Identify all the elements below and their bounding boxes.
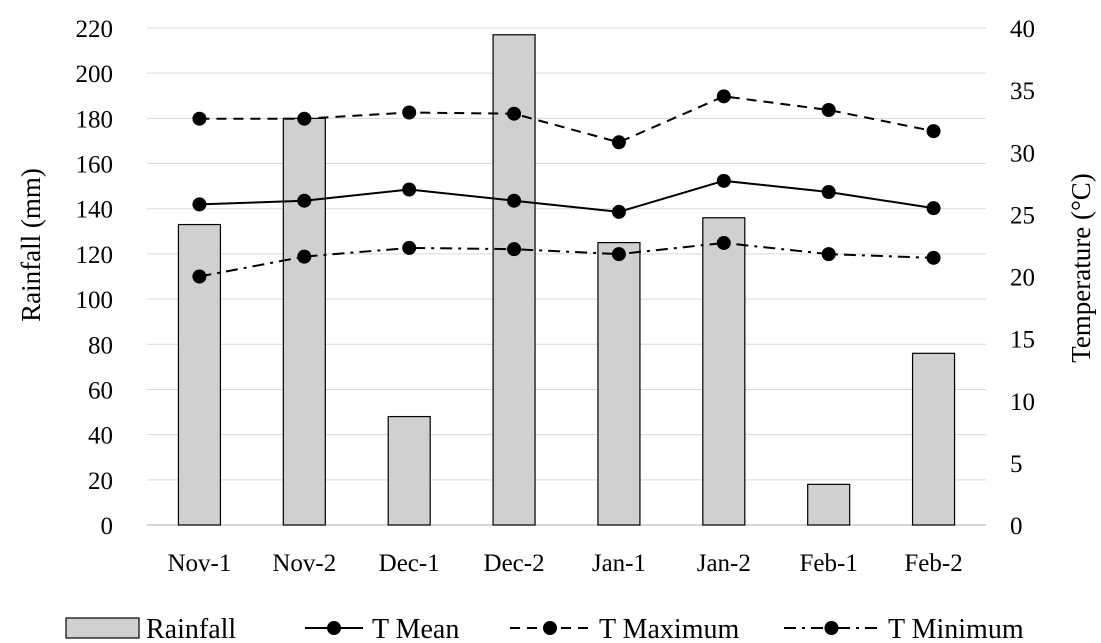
legend-rainfall-swatch [65, 617, 140, 639]
t-mean-point [611, 204, 626, 219]
legend-t-minimum-marker [824, 621, 839, 635]
t-minimum-point [611, 247, 626, 262]
t-maximum-point [926, 124, 941, 139]
t-minimum-point [926, 250, 941, 265]
t-maximum-point [402, 105, 417, 120]
t-mean-point [402, 182, 417, 197]
legend-t-minimum-label: T Minimum [888, 614, 1024, 643]
category-label: Nov-1 [167, 550, 231, 577]
left-tick-label: 0 [101, 513, 114, 540]
left-tick-label: 20 [88, 468, 113, 495]
rainfall-bar [282, 117, 326, 526]
left-tick-label: 40 [88, 423, 113, 450]
left-tick-label: 200 [76, 61, 114, 88]
category-label: Dec-2 [484, 550, 545, 577]
left-tick-label: 120 [76, 242, 114, 269]
category-label: Nov-2 [272, 550, 336, 577]
category-label: Jan-2 [697, 550, 751, 577]
rainfall-bar [911, 352, 956, 526]
t-mean-point [507, 193, 522, 208]
legend-t-maximum-label: T Maximum [599, 614, 739, 643]
t-minimum-point [402, 240, 417, 255]
t-maximum-point [507, 106, 522, 121]
t-minimum-point [716, 235, 731, 250]
t-maximum-point [611, 135, 626, 150]
gridlines [147, 27, 986, 526]
rainfall-bars [177, 34, 956, 526]
t-maximum-point [716, 89, 731, 104]
left-tick-label: 180 [76, 106, 114, 133]
temperature-lines [192, 89, 941, 284]
legend-t-maximum-marker [543, 621, 557, 635]
t-minimum-line [199, 241, 934, 278]
t-maximum-line [199, 95, 934, 144]
right-tick-label: 30 [1010, 140, 1035, 167]
category-label: Jan-1 [592, 550, 646, 577]
category-label: Feb-1 [800, 550, 858, 577]
right-axis-title: Temperature (°C) [1066, 173, 1096, 363]
right-tick-label: 10 [1010, 389, 1035, 416]
right-tick-label: 5 [1010, 451, 1023, 478]
t-mean-point [716, 173, 731, 188]
right-tick-label: 35 [1010, 78, 1035, 105]
t-mean-point [297, 193, 312, 208]
t-minimum-point [821, 247, 836, 262]
t-maximum-point [821, 103, 836, 118]
right-tick-label: 15 [1010, 327, 1035, 354]
left-tick-label: 220 [76, 16, 114, 43]
t-minimum-point [297, 249, 312, 264]
left-axis-ticks: 0 20 40 60 80 100 120 140 160 180 200 220 [76, 16, 114, 540]
category-label: Feb-2 [904, 550, 962, 577]
t-mean-line [199, 179, 934, 213]
left-tick-label: 60 [88, 377, 113, 404]
t-maximum-point [192, 111, 207, 126]
t-minimum-point [507, 242, 522, 257]
t-mean-point [926, 201, 941, 216]
legend-t-mean-marker [327, 621, 341, 635]
rainfall-bar [387, 415, 431, 526]
right-tick-label: 25 [1010, 202, 1035, 229]
legend: Rainfall T Mean T Maximum T Minimum [65, 614, 1024, 643]
t-mean-point [821, 185, 836, 200]
legend-t-mean-label: T Mean [372, 614, 459, 643]
left-tick-label: 100 [76, 287, 114, 314]
left-tick-label: 80 [88, 332, 113, 359]
legend-rainfall-label: Rainfall [146, 614, 236, 643]
rainfall-bar [597, 242, 641, 526]
rainfall-bar [807, 483, 851, 526]
category-label: Dec-1 [379, 550, 440, 577]
right-tick-label: 20 [1010, 265, 1035, 292]
left-tick-label: 160 [76, 152, 114, 179]
t-mean-point [192, 197, 207, 212]
rainfall-bar [702, 217, 746, 526]
category-axis-ticks: Nov-1 Nov-2 Dec-1 Dec-2 Jan-1 Jan-2 Feb-1 Feb-2 [167, 550, 962, 577]
left-tick-label: 140 [76, 197, 114, 224]
left-axis-title: Rainfall (mm) [16, 168, 46, 322]
right-tick-label: 0 [1010, 513, 1023, 540]
t-minimum-point [192, 269, 207, 284]
right-tick-label: 40 [1010, 16, 1035, 43]
right-axis-ticks: 0 5 10 15 20 25 30 35 40 [1010, 16, 1035, 540]
t-maximum-point [297, 111, 312, 126]
